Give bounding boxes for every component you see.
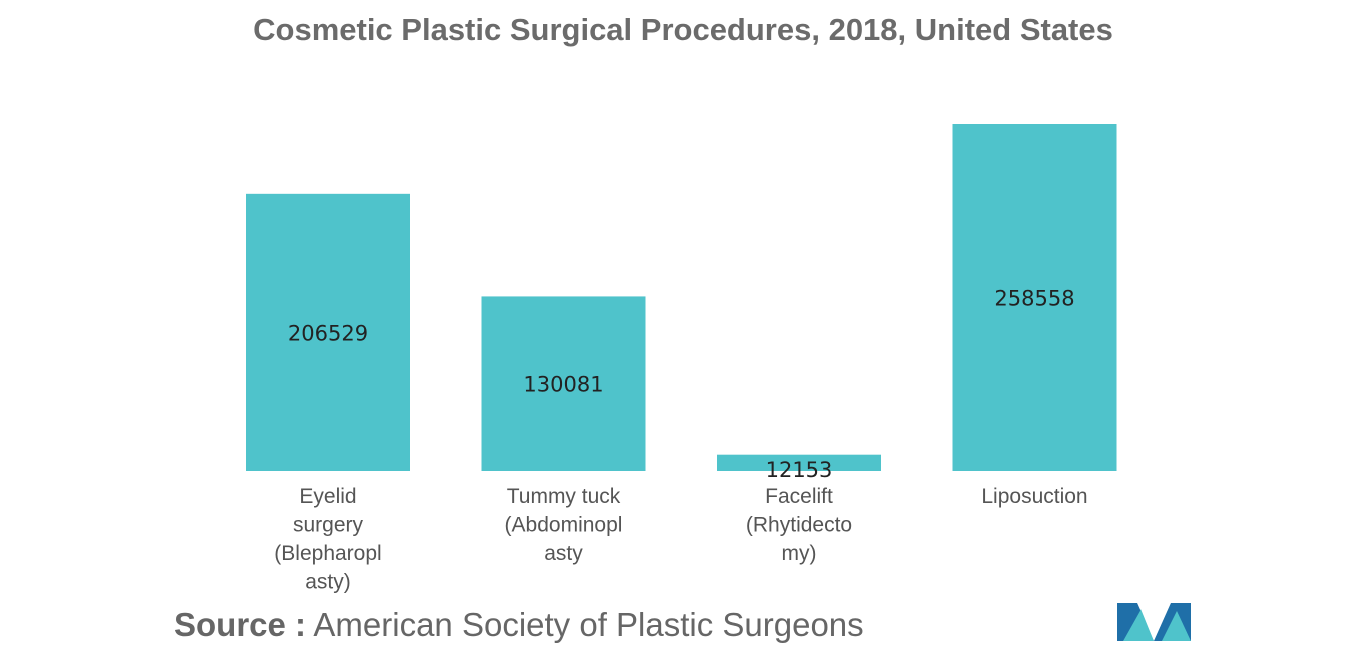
bar-3 [952, 124, 1117, 471]
chart-title: Cosmetic Plastic Surgical Procedures, 20… [253, 12, 1113, 47]
bar-chart: 206529 Eyelid surgery (Blepharopl asty) 13008… [246, 124, 1117, 594]
data-label-0: 206529 [288, 321, 368, 345]
bar-2 [717, 454, 881, 471]
data-label-3: 258558 [994, 287, 1074, 311]
category-label-2: Facelift (Rhytidecto my) [746, 485, 852, 565]
bar-0 [246, 193, 410, 471]
data-label-1: 130081 [523, 373, 603, 397]
data-label-2: 12153 [766, 458, 833, 482]
category-label-0: Eyelid surgery (Blepharopl asty) [274, 485, 381, 594]
mordor-intelligence-logo-icon [1117, 603, 1191, 641]
source-label: Source : [174, 606, 307, 643]
source-note: Source : American Society of Plastic Sur… [174, 606, 864, 644]
bar-1 [481, 296, 646, 471]
category-label-1: Tummy tuck (Abdominopl asty [505, 485, 623, 565]
source-text: American Society of Plastic Surgeons [313, 606, 864, 643]
category-label-3: Liposuction [981, 485, 1087, 508]
